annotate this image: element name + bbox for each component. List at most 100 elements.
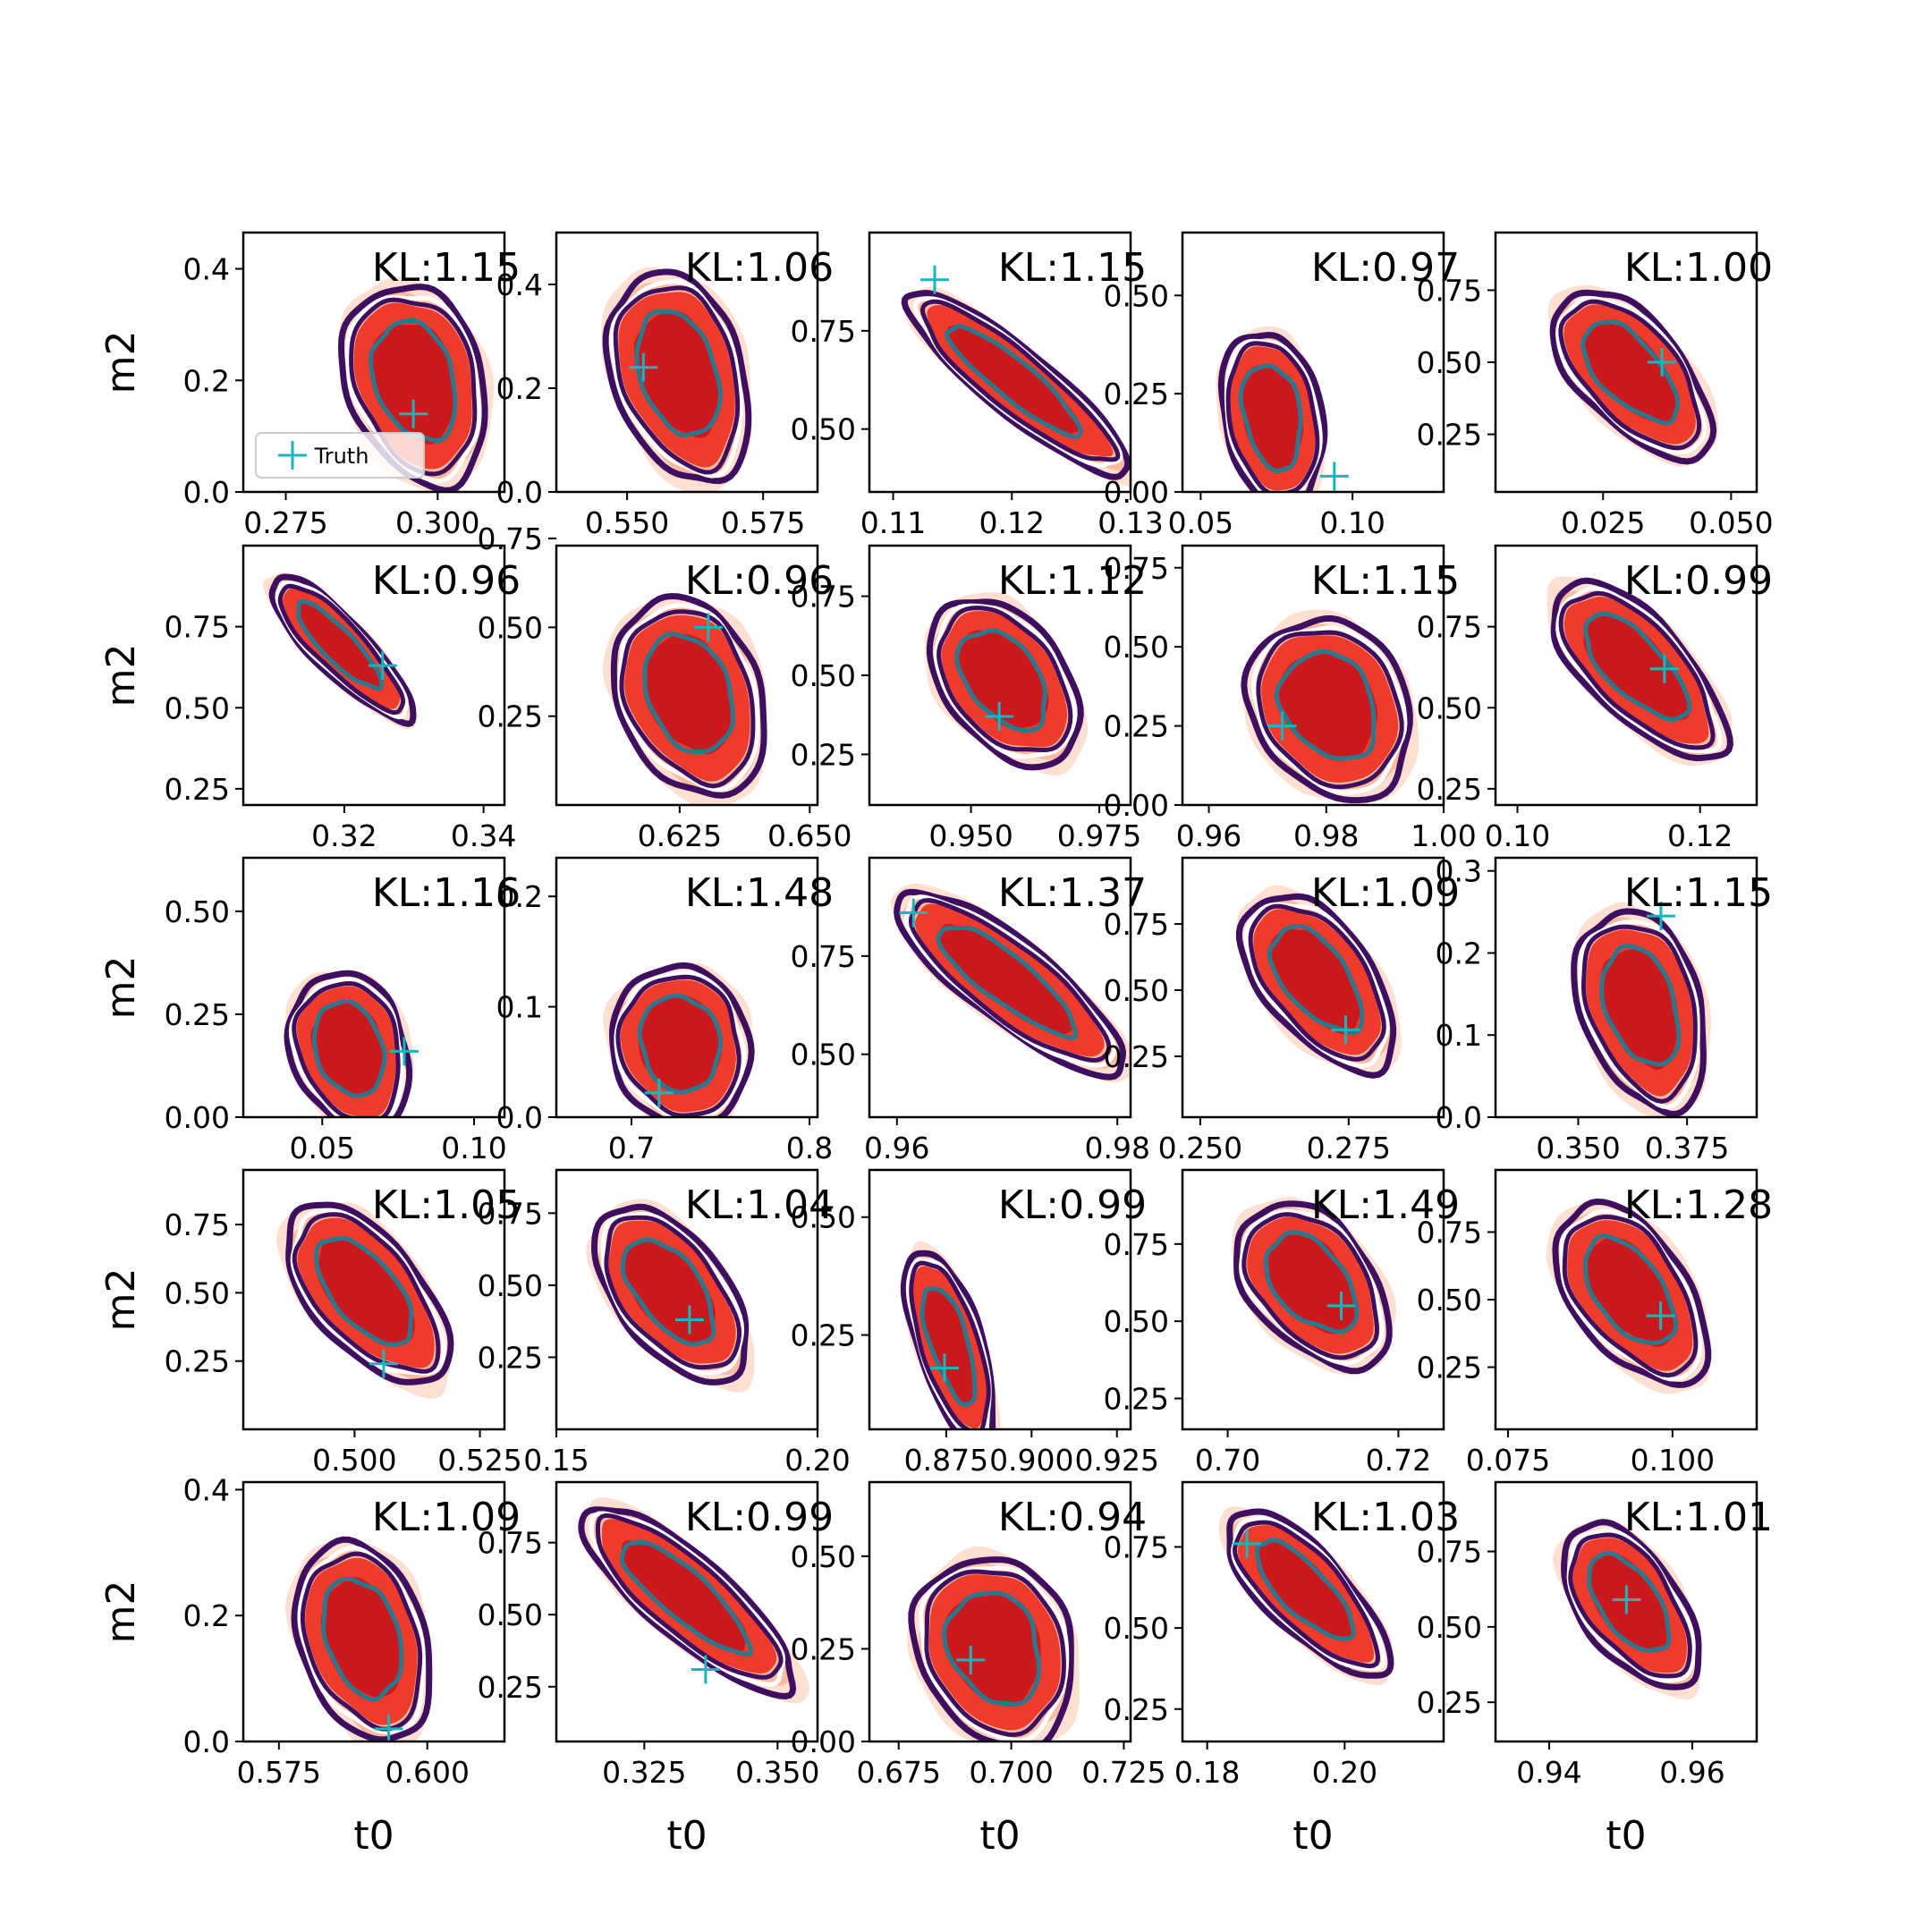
y-tick-label: 0.50: [478, 1268, 543, 1303]
density-contours: [891, 883, 1131, 1083]
x-tick-label: 0.100: [1631, 1443, 1715, 1478]
contour-inner: [941, 1590, 1042, 1707]
kl-annotation: KL:1.15: [998, 245, 1147, 291]
contour-second: [613, 285, 741, 475]
y-tick-label: 0.0: [183, 475, 230, 510]
kl-annotation: KL:0.94: [998, 1495, 1147, 1540]
y-tick-label: 0.25: [165, 772, 230, 807]
x-tick-label: 0.96: [864, 1131, 929, 1165]
legend: Truth: [255, 432, 425, 479]
contour-outer: [1241, 614, 1413, 804]
contour-inner: [296, 599, 385, 691]
subplot-r2c5: 0.10 0.12 0.25 0.50 0.75 KL:0.99: [1417, 544, 1773, 853]
kl-annotation: KL:1.01: [1624, 1495, 1773, 1540]
contour-inner: [936, 925, 1079, 1041]
subplot-r1c3: 0.11 0.12 0.13 0.50 0.75 KL:1.15: [791, 231, 1164, 540]
x-tick-label: 0.18: [1174, 1755, 1240, 1790]
contour-inner: [1587, 1550, 1672, 1653]
contour-outer: [268, 573, 417, 727]
contour-white: [1239, 1208, 1385, 1366]
y-tick-label: 0.75: [1417, 1535, 1482, 1570]
subplot-r5c4: 0.18 0.20 0.25 0.50 0.75 KL:1.03 t0: [1104, 1480, 1460, 1859]
kl-annotation: KL:1.00: [1624, 245, 1773, 291]
density-contours: [1570, 902, 1711, 1117]
y-tick-label: 0.50: [1104, 278, 1169, 313]
y-tick-label: 0.25: [478, 1340, 543, 1375]
y-tick-label: 0.75: [791, 314, 856, 349]
density-contours: [602, 592, 767, 805]
contour-inner: [637, 993, 724, 1095]
contour-inner: [320, 1576, 404, 1702]
kl-annotation: KL:1.49: [1311, 1182, 1460, 1228]
y-tick-label: 0.2: [496, 879, 543, 914]
x-tick-label: 0.98: [1084, 1131, 1149, 1165]
y-tick-label: 0.2: [1436, 936, 1482, 970]
density-fill-level-4: [1256, 1541, 1355, 1640]
y-axis-label: m2: [98, 1580, 144, 1644]
subplot-r1c2: 0.550 0.575 0.0 0.2 0.4 KL:1.06: [496, 231, 834, 540]
x-tick-label: 0.025: [1561, 505, 1645, 540]
contour-white: [919, 1565, 1070, 1741]
contour-outer: [1571, 908, 1707, 1117]
x-tick-label: 0.96: [1659, 1755, 1724, 1790]
subplot-r3c1: 0.05 0.10 0.00 0.25 0.50 KL:1.16 m2: [98, 856, 521, 1165]
contour-inner: [1582, 1233, 1679, 1345]
y-tick-label: 0.50: [1417, 691, 1482, 725]
y-tick-label: 0.4: [496, 267, 543, 302]
density-fill-level-4: [1584, 1237, 1674, 1347]
y-tick-label: 0.25: [1417, 1685, 1482, 1720]
legend-label: Truth: [314, 444, 369, 469]
y-axis-label: m2: [98, 644, 144, 708]
density-contours: [1232, 1197, 1397, 1376]
contour-second: [1241, 1212, 1379, 1360]
density-contours: [603, 962, 755, 1117]
x-tick-label: 0.350: [1536, 1131, 1620, 1165]
y-tick-label: 0.75: [478, 521, 543, 556]
y-tick-label: 0.50: [791, 658, 856, 693]
contour-second: [924, 1569, 1066, 1738]
x-tick-label: 0.275: [1307, 1131, 1391, 1165]
x-tick-label: 0.05: [290, 1131, 355, 1165]
y-tick-label: 0.75: [791, 939, 856, 974]
x-tick-label: 0.20: [784, 1443, 850, 1478]
contour-outer: [610, 592, 767, 799]
density-contours: [901, 265, 1131, 487]
x-tick-label: 0.10: [1319, 505, 1385, 540]
x-tick-label: 0.550: [585, 505, 669, 540]
kl-annotation: KL:0.97: [1311, 245, 1460, 291]
x-tick-label: 0.075: [1466, 1443, 1550, 1478]
y-tick-label: 0.25: [791, 1631, 856, 1666]
subplot-r1c4: 0.05 0.10 0.00 0.25 0.50 KL:0.97: [1104, 231, 1460, 540]
legend-box: [255, 432, 425, 479]
density-fill-level-4: [938, 923, 1075, 1034]
density-contours: [601, 267, 752, 492]
kl-annotation: KL:1.05: [372, 1182, 521, 1228]
x-tick-label: 0.525: [437, 1443, 521, 1478]
y-tick-label: 0.2: [183, 1598, 230, 1633]
y-tick-label: 0.00: [1104, 475, 1169, 510]
density-contours: [924, 591, 1089, 776]
axes-frame: [1181, 1480, 1445, 1743]
kl-annotation: KL:1.15: [1311, 558, 1460, 604]
contour-white: [297, 1545, 426, 1734]
axes-frame: [1181, 856, 1445, 1119]
contour-outer: [1549, 289, 1717, 465]
x-tick-label: 0.375: [1645, 1131, 1729, 1165]
contour-second: [1248, 903, 1386, 1062]
x-tick-label: 0.300: [395, 505, 479, 540]
contour-second: [1568, 1532, 1692, 1679]
contour-second: [1558, 299, 1702, 451]
contour-outer: [1217, 331, 1328, 492]
y-tick-label: 0.50: [1417, 1610, 1482, 1645]
density-contours: [907, 1546, 1080, 1741]
axes-frame: [1494, 856, 1758, 1119]
axes-frame: [555, 231, 819, 494]
contour-second: [596, 1513, 784, 1680]
contour-second: [349, 297, 478, 477]
density-contours: [1546, 1198, 1712, 1394]
contour-outer: [590, 1203, 750, 1385]
contour-second: [1580, 924, 1698, 1104]
density-fill-level-4: [947, 325, 1081, 435]
density-contours: [1218, 1506, 1394, 1686]
